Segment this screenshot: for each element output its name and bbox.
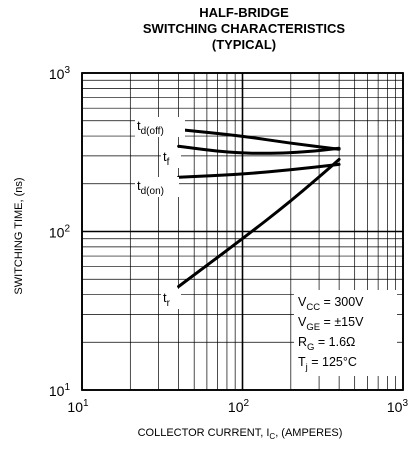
x-tick-label: 103	[387, 398, 409, 415]
series-label-main: t	[137, 118, 141, 133]
plot-frame	[81, 72, 404, 391]
condition-subscript: CC	[306, 302, 320, 313]
series-label-tf: tf	[163, 149, 170, 168]
y-tick-label-base: 10	[49, 66, 65, 82]
x-axis-label-main: COLLECTOR CURRENT, I	[138, 427, 270, 439]
condition-symbol: T	[298, 355, 306, 369]
series-label-tr: tr	[163, 290, 171, 309]
y-tick-label-exponent: 1	[64, 382, 70, 393]
x-axis-label: COLLECTOR CURRENT, IC, (AMPERES)	[138, 427, 343, 441]
y-tick-label: 103	[49, 65, 71, 82]
condition-subscript: G	[307, 342, 314, 353]
y-tick-label-exponent: 3	[64, 65, 70, 76]
condition-line: VGE = ±15V	[298, 315, 364, 333]
x-tick-label-base: 10	[387, 399, 403, 415]
x-tick-label-base: 10	[228, 399, 244, 415]
x-tick-label: 101	[67, 398, 89, 415]
condition-line: RG = 1.6Ω	[298, 335, 355, 353]
series-label-bg	[161, 148, 181, 168]
condition-symbol: V	[298, 315, 307, 329]
condition-subscript: j	[305, 362, 308, 373]
condition-value: = 125°C	[308, 355, 357, 369]
series-label-main: t	[137, 178, 141, 193]
conditions-box	[294, 290, 397, 376]
series-line-td(on)	[177, 162, 341, 179]
y-tick-label-base: 10	[49, 225, 65, 241]
x-tick-label-exponent: 3	[402, 398, 408, 409]
series-label-sub: d(off)	[141, 126, 164, 137]
series-label-main: t	[163, 149, 167, 164]
series-label-td(on): td(on)	[137, 178, 164, 197]
y-tick-label: 101	[49, 382, 71, 399]
condition-line: VCC = 300V	[298, 295, 364, 313]
condition-value: = 300V	[320, 295, 364, 309]
x-axis-label-after: , (AMPERES)	[275, 427, 342, 439]
series-label-sub: f	[167, 157, 170, 168]
x-axis-label-sub: C	[269, 432, 275, 441]
chart-title-line-3: (TYPICAL)	[212, 37, 276, 52]
condition-symbol: V	[298, 295, 307, 309]
series-line-tr	[177, 157, 341, 288]
series-lines	[177, 128, 341, 288]
y-tick-label-base: 10	[49, 383, 65, 399]
series-line-td(off)	[177, 128, 341, 151]
condition-value: = ±15V	[320, 315, 364, 329]
series-label-bg	[135, 117, 185, 137]
x-tick-label-base: 10	[67, 399, 83, 415]
chart-title-line-1: HALF-BRIDGE	[199, 5, 289, 20]
chart-title-line-2: SWITCHING CHARACTERISTICS	[143, 21, 346, 36]
series-label-td(off): td(off)	[137, 118, 164, 137]
condition-subscript: GE	[306, 322, 320, 333]
series-label-bg	[161, 289, 181, 309]
y-tick-label: 102	[49, 224, 71, 241]
condition-symbol: R	[298, 335, 307, 349]
x-tick-label-exponent: 1	[83, 398, 89, 409]
condition-line: Tj = 125°C	[298, 355, 357, 373]
series-line-tf	[177, 144, 341, 155]
series-label-main: t	[163, 290, 167, 305]
x-tick-label-exponent: 2	[244, 398, 250, 409]
condition-value: = 1.6Ω	[314, 335, 355, 349]
y-tick-label-exponent: 2	[64, 224, 70, 235]
series-label-bg	[135, 177, 179, 197]
y-axis-label: SWITCHING TIME, (ns)	[13, 177, 25, 294]
x-tick-label: 102	[228, 398, 250, 415]
series-label-sub: r	[167, 298, 171, 309]
series-label-sub: d(on)	[141, 186, 164, 197]
